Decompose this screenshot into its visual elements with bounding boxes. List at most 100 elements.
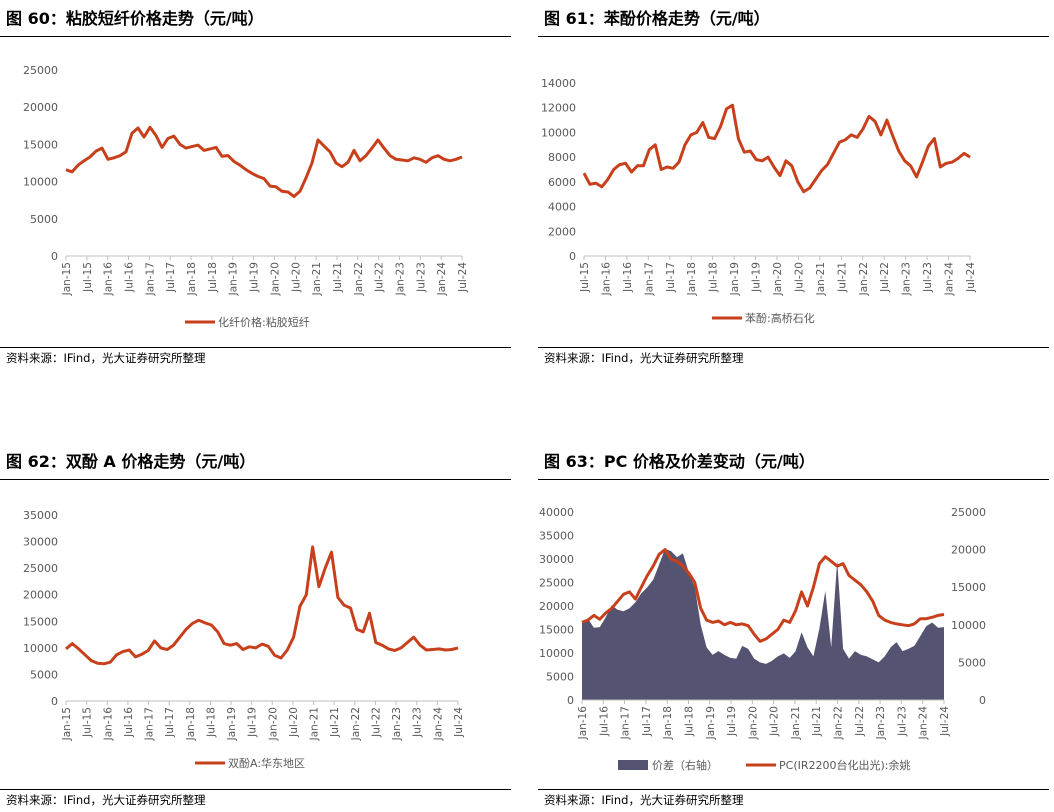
x-tick-label: Jul-20 (793, 262, 805, 293)
source-rule (538, 789, 1049, 790)
y-tick-label: 30000 (539, 553, 574, 566)
x-tick-label: Jul-24 (939, 706, 951, 737)
x-tick-label: Jan-16 (103, 262, 115, 297)
x-tick-label: Jan-17 (144, 262, 156, 296)
x-tick-label: Jan-20 (747, 706, 759, 740)
source-rule (0, 789, 511, 790)
x-tick-label: Jan-16 (600, 262, 612, 297)
x-tick-label: Jan-18 (185, 707, 197, 741)
chart-canvas: 0 5000 10000 15000 20000 25000 30000 35000 Jan-1… (23, 509, 465, 770)
y-tick-label: 35000 (23, 509, 58, 522)
chart-panel-63: 图 63：PC 价格及价差变动（元/吨） 0 5000 10000 15000 2000… (538, 440, 1049, 812)
title-rule (538, 479, 1049, 480)
series-line (582, 103, 971, 194)
y-tick-label: 30000 (23, 536, 58, 549)
y-tick-label: 4000 (548, 201, 576, 214)
x-tick-label: Jul-23 (896, 706, 908, 737)
x-tick-label: Jul-20 (288, 707, 300, 738)
y-tick-label: 10000 (23, 176, 58, 189)
x-tick-label: Jul-17 (641, 706, 653, 737)
source-note: 资料来源：IFind，光大证券研究所整理 (544, 351, 744, 365)
x-tick-label: Jul-22 (879, 262, 891, 293)
y-tick-label: 10000 (541, 126, 576, 139)
y-tick-label: 12000 (541, 102, 576, 115)
x-tick-label: Jan-16 (577, 706, 589, 741)
x-tick-label: Jan-22 (350, 707, 362, 741)
y-tick-label: 20000 (951, 544, 986, 557)
x-tick-label: Jul-16 (124, 262, 136, 293)
x-tick-label: Jul-17 (165, 262, 177, 293)
x-tick-label: Jan-23 (394, 262, 406, 296)
chart-title: 图 62：双酚 A 价格走势（元/吨） (6, 452, 256, 471)
x-tick-label: Jul-20 (290, 262, 302, 293)
y-tick-label: 25000 (23, 562, 58, 575)
series-line (65, 545, 459, 666)
x-tick-label: Jan-20 (772, 262, 784, 296)
x-tick-label: Jul-21 (811, 706, 823, 737)
x-tick-label: Jan-23 (875, 706, 887, 740)
source-rule (538, 347, 1049, 348)
y-tick-label: 10000 (23, 642, 58, 655)
chart-canvas: 0 5000 10000 15000 20000 25000 Jan-15 Jul-15 Jan… (23, 64, 469, 329)
y-tick-label: 25000 (951, 506, 986, 519)
x-tick-label: Jan-18 (662, 706, 674, 740)
chart-title: 图 61：苯酚价格走势（元/吨） (544, 9, 770, 28)
x-tick-label: Jan-24 (432, 707, 444, 742)
y-tick-label: 0 (567, 694, 574, 707)
y-tick-label: 5000 (30, 213, 58, 226)
chart-panel-61: 图 61：苯酚价格走势（元/吨） 0 2000 4000 6000 8000 10000 1… (538, 0, 1049, 370)
x-tick-label: Jul-19 (249, 262, 261, 293)
x-tick-label: Jul-15 (82, 707, 94, 738)
x-tick-label: Jul-22 (370, 707, 382, 738)
y-tick-label: 5000 (958, 656, 986, 669)
x-tick-label: Jan-15 (61, 707, 73, 741)
x-tick-label: Jul-22 (374, 262, 386, 293)
y-tick-label: 0 (51, 695, 58, 708)
x-tick-label: Jan-19 (226, 707, 238, 741)
x-tick-label: Jul-22 (854, 706, 866, 737)
x-tick-label: Jan-22 (858, 262, 870, 296)
x-tick-label: Jan-23 (901, 262, 913, 296)
x-tick-label: Jul-24 (457, 262, 469, 293)
x-tick-label: Jan-17 (643, 262, 655, 296)
x-tick-label: Jan-18 (186, 262, 198, 296)
legend-label: 价差（右轴） (652, 758, 718, 772)
series-line (65, 125, 463, 198)
series-area (582, 548, 944, 700)
x-tick-label: Jul-23 (922, 262, 934, 293)
x-tick-label: Jan-16 (102, 707, 114, 742)
title-rule (0, 479, 511, 480)
y-tick-label: 6000 (548, 176, 576, 189)
x-tick-label: Jul-19 (247, 707, 259, 738)
x-tick-label: Jul-18 (708, 262, 720, 293)
legend-label: 双酚A:华东地区 (228, 756, 305, 770)
legend-label: PC(IR2200台化出光):余姚 (779, 758, 910, 772)
y-tick-label: 25000 (23, 64, 58, 77)
x-tick-label: Jan-20 (267, 707, 279, 741)
y-tick-label: 20000 (539, 600, 574, 613)
x-tick-label: Jul-24 (965, 262, 977, 293)
y-tick-label: 8000 (548, 151, 576, 164)
x-tick-label: Jul-17 (164, 707, 176, 738)
x-tick-label: Jan-19 (729, 262, 741, 296)
x-tick-label: Jul-18 (205, 707, 217, 738)
x-tick-label: Jan-17 (620, 706, 632, 740)
x-tick-label: Jan-19 (228, 262, 240, 296)
x-tick-label: Jul-16 (123, 707, 135, 738)
x-tick-label: Jan-21 (309, 707, 321, 741)
y-tick-label: 0 (569, 250, 576, 263)
x-tick-label: Jul-21 (332, 262, 344, 293)
x-tick-label: Jan-21 (790, 706, 802, 740)
source-rule (0, 347, 511, 348)
chart-canvas: 0 2000 4000 6000 8000 10000 12000 14000 Jul-15 Ja… (541, 77, 977, 325)
y-tick-label: 0 (51, 250, 58, 263)
x-tick-label: Jan-19 (705, 706, 717, 740)
x-tick-label: Jan-24 (944, 262, 956, 297)
x-tick-label: Jan-23 (391, 707, 403, 741)
x-tick-label: Jan-22 (353, 262, 365, 296)
x-tick-label: Jul-19 (726, 706, 738, 737)
x-tick-label: Jan-15 (61, 262, 73, 296)
y-tick-label: 5000 (30, 668, 58, 681)
chart-title: 图 63：PC 价格及价差变动（元/吨） (544, 452, 815, 471)
x-tick-label: Jul-17 (665, 262, 677, 293)
